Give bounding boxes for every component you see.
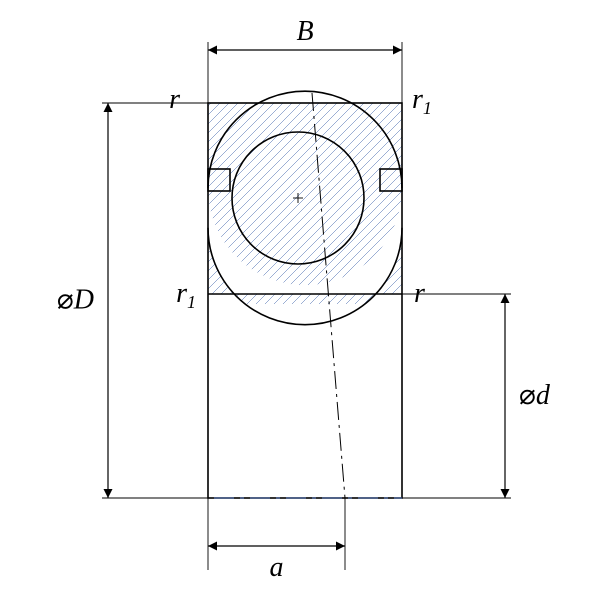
label-chamfer-r1-left: r1	[176, 278, 196, 312]
label-inner-diameter: ⌀d	[519, 380, 551, 411]
bearing-section-diagram: Br r1 r1 r ⌀D ⌀d a	[0, 0, 600, 600]
label-chamfer-r-left: r	[169, 84, 180, 115]
label-offset: a	[270, 552, 284, 583]
label-width: B	[296, 16, 313, 47]
label-chamfer-r1-right: r1	[412, 84, 432, 118]
label-outer-diameter: ⌀D	[57, 285, 94, 316]
label-chamfer-r-right: r	[414, 278, 425, 309]
